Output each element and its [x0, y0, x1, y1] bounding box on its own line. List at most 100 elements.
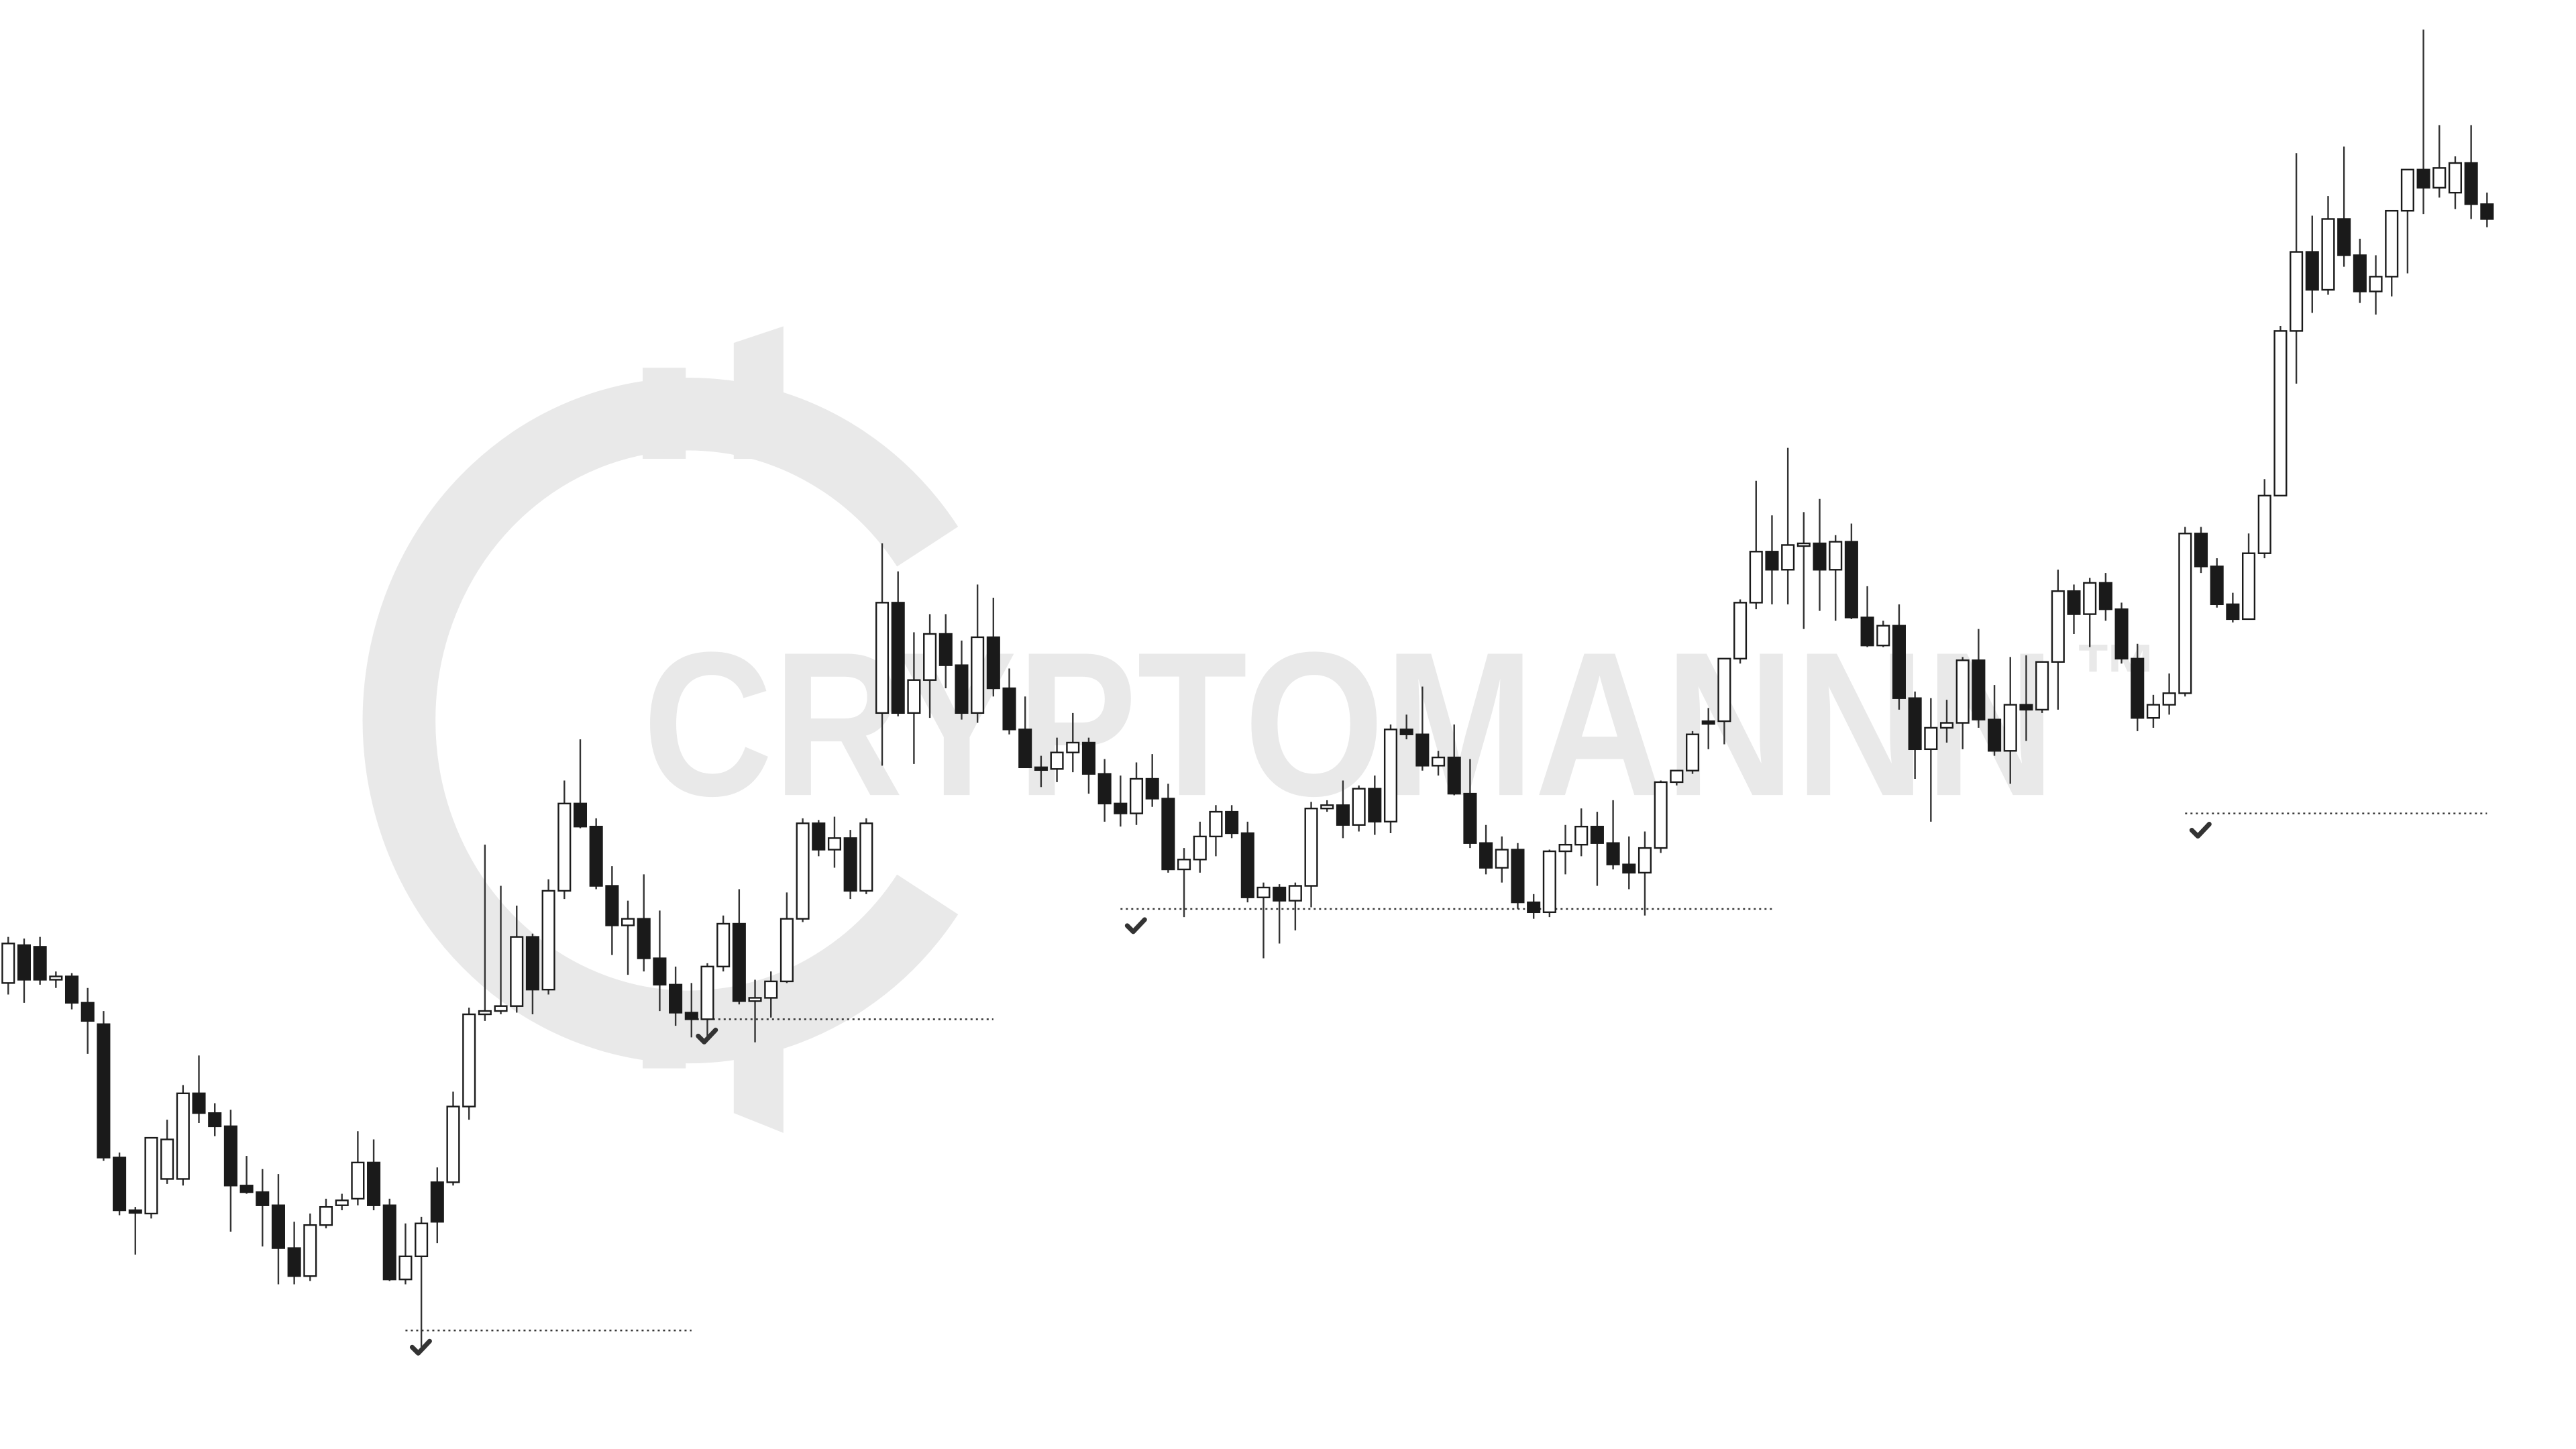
bear-candle-body — [223, 1125, 237, 1187]
bear-candle-body — [2480, 203, 2494, 220]
bull-candle-body — [1955, 659, 1970, 724]
bull-candle-body — [1304, 807, 1318, 887]
candle-21 — [335, 1193, 349, 1211]
bull-candle-body — [176, 1092, 190, 1180]
bull-candle-body — [1749, 551, 1763, 604]
candles — [1, 30, 2494, 1350]
bear-candle-body — [573, 802, 588, 828]
bull-candle-body — [2051, 590, 2065, 663]
candle-75 — [1193, 821, 1207, 873]
bear-candle-body — [1701, 720, 1715, 725]
bull-candle-body — [700, 965, 714, 1020]
bear-candle-body — [1415, 733, 1430, 767]
candle-98 — [1558, 824, 1572, 875]
candle-121 — [1924, 698, 1938, 822]
candle-142 — [2257, 479, 2271, 559]
candle-39 — [621, 900, 635, 975]
bear-candle-body — [430, 1181, 444, 1223]
candle-129 — [2051, 570, 2065, 710]
bear-candle-body — [684, 1012, 698, 1020]
bear-candle-body — [2464, 162, 2478, 205]
candle-4 — [64, 973, 79, 1010]
candle-85 — [1352, 785, 1366, 832]
candle-149 — [2369, 255, 2383, 315]
bull-candle-body — [2146, 704, 2160, 719]
candle-93 — [1479, 824, 1493, 875]
bear-candle-body — [1860, 616, 1874, 647]
bear-candle-body — [732, 922, 746, 1002]
candle-11 — [176, 1085, 190, 1186]
bear-candle-body — [287, 1247, 301, 1277]
candle-122 — [1939, 700, 1954, 743]
candle-139 — [2210, 558, 2224, 608]
bull-candle-body — [1876, 625, 1890, 647]
candle-125 — [1988, 685, 2002, 756]
candle-97 — [1542, 849, 1556, 918]
bull-candle-body — [780, 918, 794, 983]
candle-128 — [2035, 661, 2049, 713]
bull-candle-body — [971, 636, 985, 714]
candle-67 — [1066, 712, 1080, 773]
candle-73 — [1161, 784, 1175, 873]
watermark-logo: CRYPTOMANNN ™ — [362, 326, 2160, 1133]
candle-33 — [525, 933, 539, 1014]
candle-25 — [398, 1223, 413, 1285]
bull-candle-body — [1781, 544, 1795, 571]
candle-144 — [2290, 153, 2304, 384]
bear-candle-body — [653, 957, 667, 986]
bear-candle-body — [2019, 704, 2033, 711]
bear-candle-body — [2416, 168, 2430, 189]
bull-candle-body — [144, 1136, 158, 1215]
bear-candle-body — [2210, 566, 2224, 606]
candle-23 — [367, 1139, 381, 1211]
candle-8 — [128, 1207, 142, 1255]
bear-candle-body — [2337, 218, 2351, 256]
candle-50 — [796, 818, 810, 922]
candle-133 — [2114, 602, 2129, 664]
bull-candle-body — [1320, 804, 1334, 810]
bear-candle-body — [2353, 254, 2367, 292]
candle-38 — [605, 866, 619, 955]
candle-69 — [1097, 759, 1112, 822]
bull-candle-body — [2003, 704, 2017, 752]
candle-61 — [971, 584, 985, 723]
candle-40 — [637, 874, 651, 972]
bear-candle-body — [113, 1157, 127, 1212]
bull-candle-body — [1717, 657, 1731, 722]
bull-candle-body — [2448, 162, 2463, 194]
bear-candle-body — [1813, 542, 1827, 571]
bull-candle-body — [557, 802, 572, 892]
bear-candle-body — [2305, 251, 2319, 291]
candle-112 — [1781, 447, 1795, 604]
bear-candle-body — [64, 975, 79, 1004]
bear-candle-body — [1114, 802, 1128, 814]
candle-148 — [2353, 238, 2367, 303]
candle-59 — [938, 614, 953, 688]
watermark-c-arc — [362, 377, 959, 1064]
candle-154 — [2448, 156, 2463, 209]
bull-candle-body — [2321, 218, 2335, 291]
bear-candle-body — [812, 822, 826, 851]
bull-candle-body — [2242, 552, 2256, 621]
candle-56 — [891, 571, 905, 716]
bear-candle-body — [637, 918, 651, 959]
bear-candle-body — [1447, 756, 1461, 795]
bear-candle-body — [1081, 741, 1095, 775]
checkmark-icon — [2189, 822, 2212, 839]
candle-20 — [319, 1198, 333, 1229]
bull-candle-body — [446, 1106, 460, 1183]
candle-94 — [1495, 836, 1509, 883]
candle-22 — [351, 1131, 365, 1205]
candle-117 — [1860, 586, 1874, 647]
candle-138 — [2194, 527, 2208, 574]
bull-candle-body — [1288, 885, 1302, 902]
bear-candle-body — [986, 636, 1000, 690]
candle-32 — [510, 906, 524, 1013]
candle-42 — [669, 966, 683, 1026]
candle-24 — [382, 1198, 396, 1281]
candle-15 — [239, 1156, 254, 1194]
candle-34 — [541, 879, 555, 995]
bull-candle-body — [1733, 602, 1748, 660]
bear-candle-body — [2194, 533, 2208, 568]
candle-29 — [462, 1008, 476, 1120]
